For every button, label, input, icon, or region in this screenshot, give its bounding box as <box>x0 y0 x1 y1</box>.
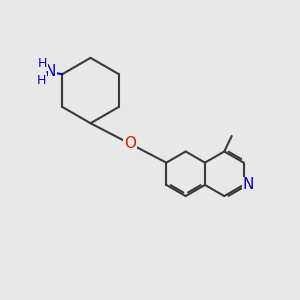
Text: N: N <box>45 64 56 79</box>
Text: O: O <box>124 136 136 151</box>
Text: H: H <box>37 74 46 87</box>
Text: N: N <box>242 177 254 192</box>
Text: H: H <box>38 57 47 70</box>
